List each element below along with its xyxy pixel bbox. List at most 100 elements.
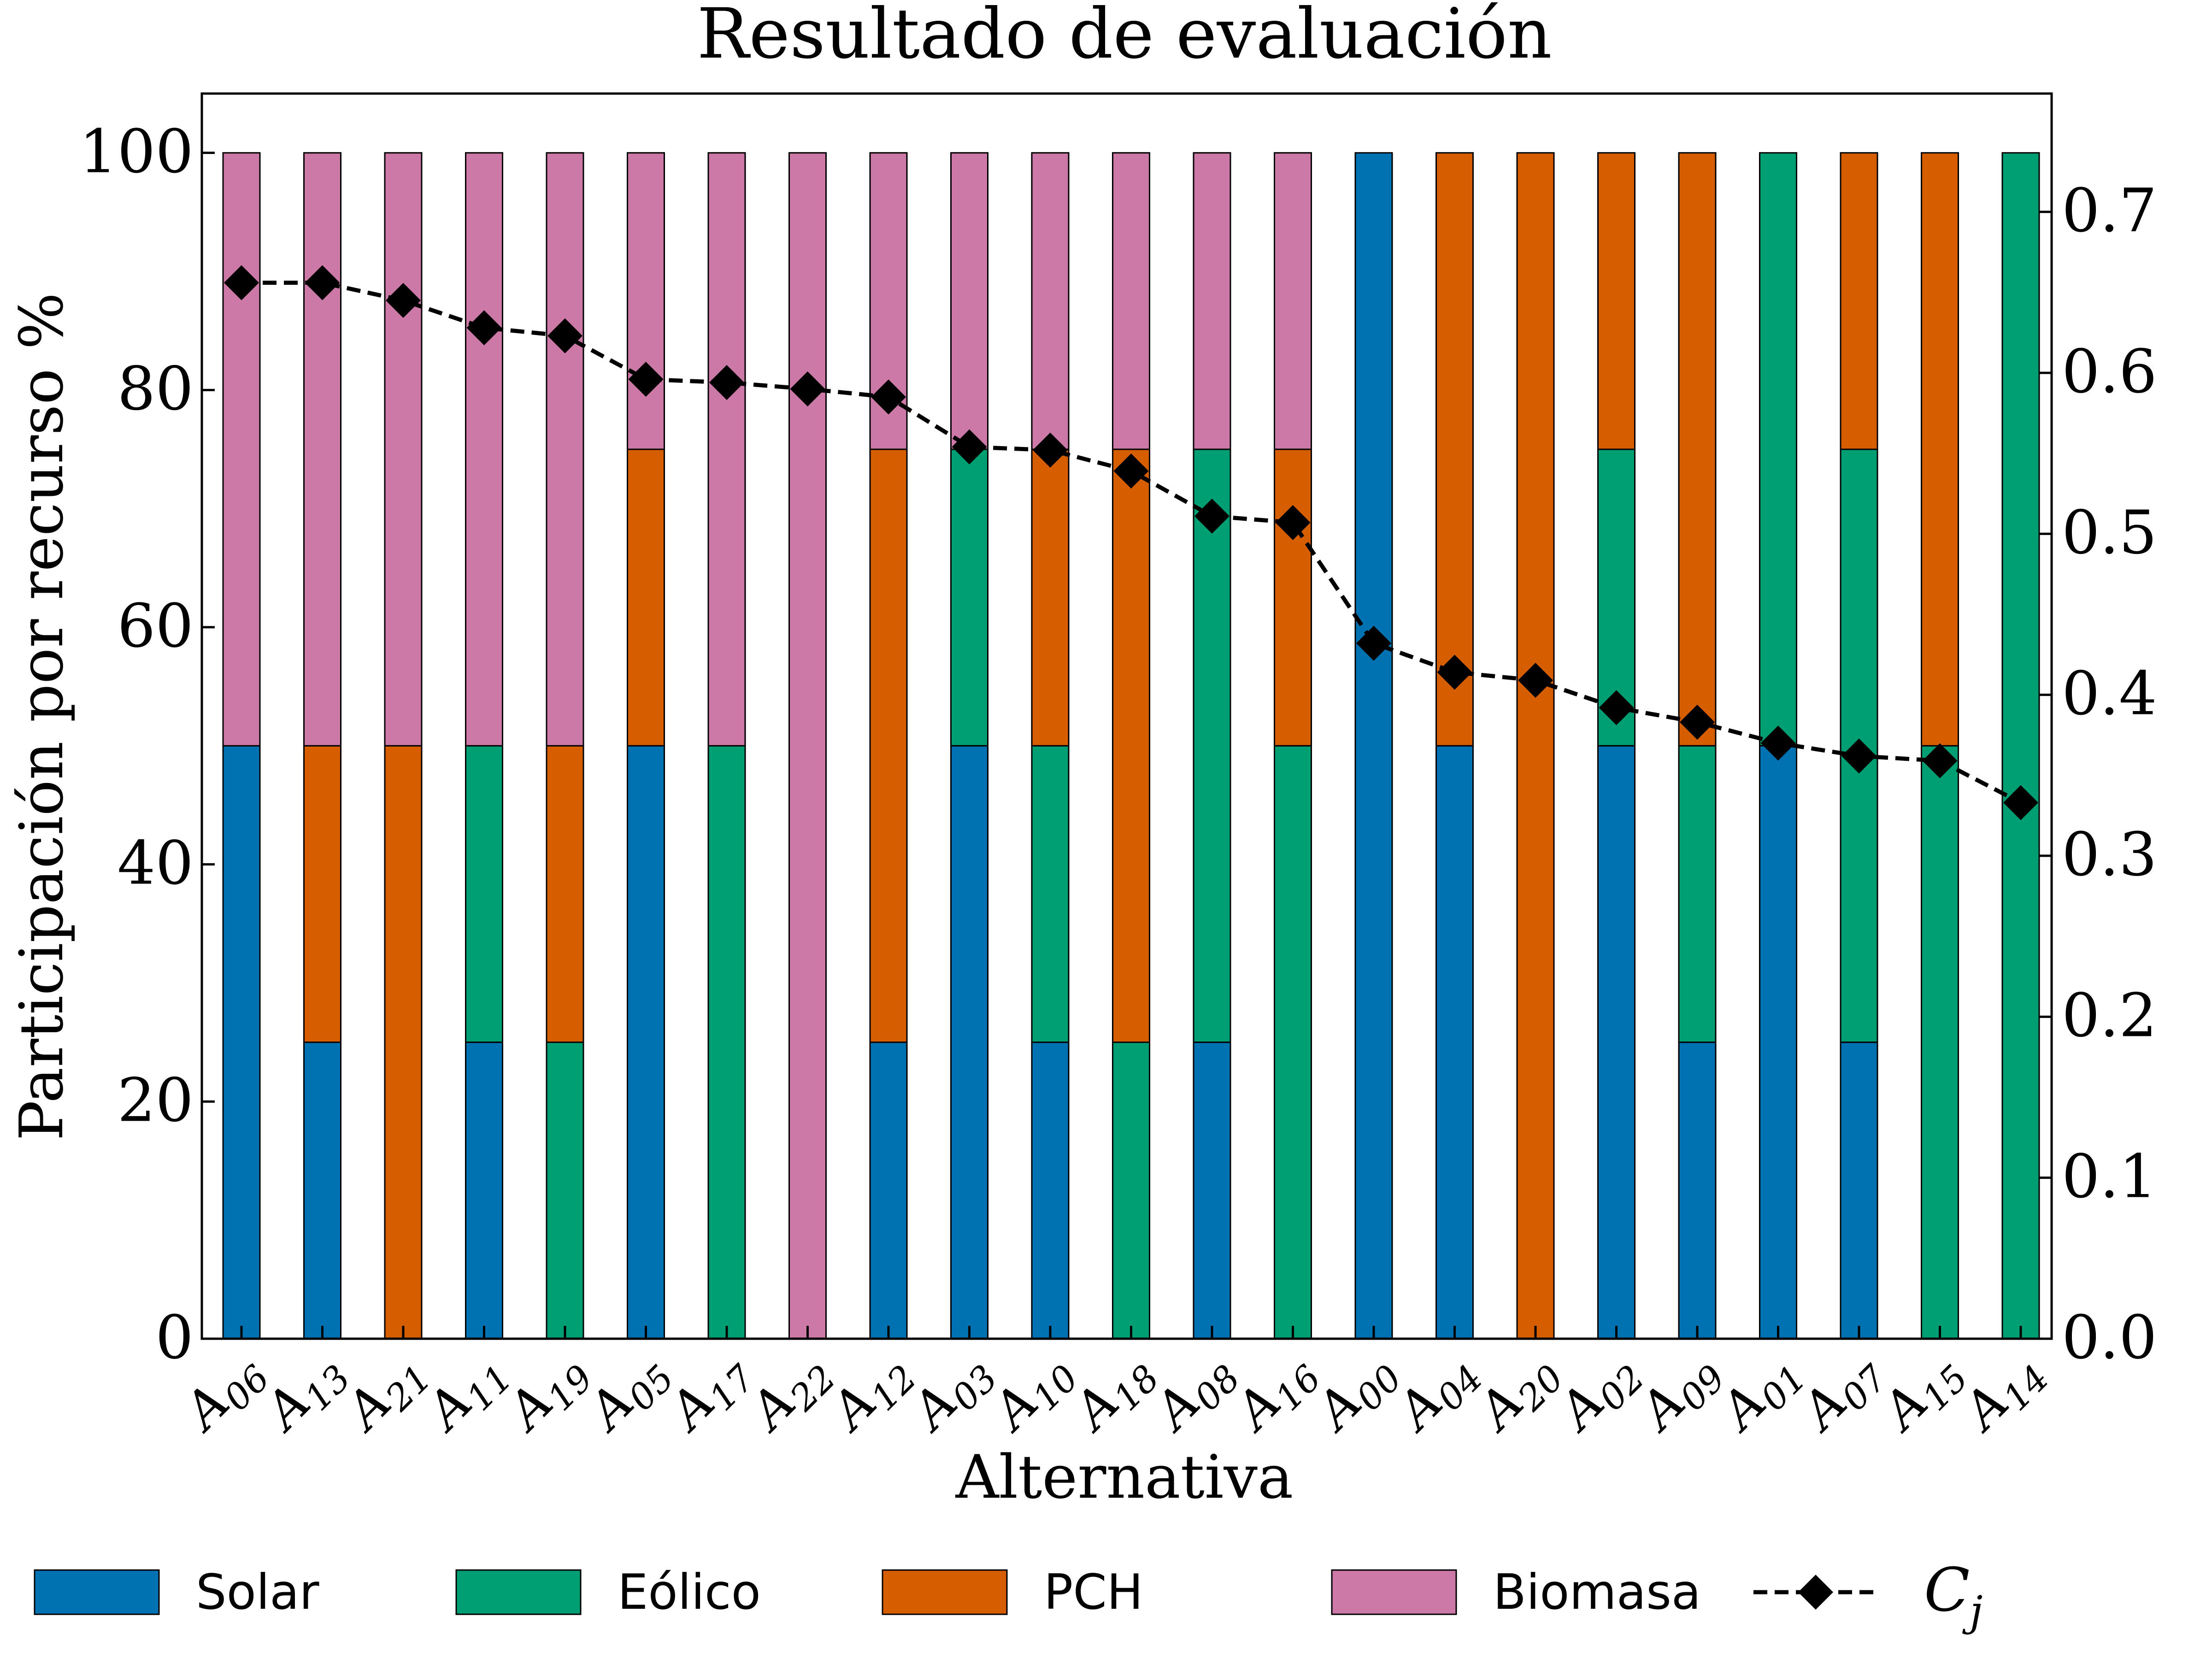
bar-segment-elico-20 (1840, 448, 1878, 1043)
cj-point-13 (1275, 505, 1311, 540)
y2-tick-label: 0.6 (2062, 336, 2157, 406)
bar-segment-biomasa-3 (465, 152, 503, 747)
cj-point-19 (1760, 725, 1796, 761)
bar-segment-elico-3 (465, 745, 503, 1043)
cj-point-12 (1194, 498, 1230, 534)
y2-tick-label: 0.2 (2062, 980, 2157, 1050)
bar-segment-solar-20 (1840, 1041, 1878, 1340)
bar-segment-elico-22 (2001, 152, 2040, 1340)
bar-segment-solar-0 (222, 745, 261, 1340)
legend-label: PCH (1044, 1564, 1143, 1620)
cj-point-15 (1437, 654, 1472, 690)
bar-segment-pch-15 (1435, 152, 1474, 747)
cj-point-20 (1841, 738, 1877, 774)
bar-segment-biomasa-11 (1112, 152, 1150, 450)
y-tick-label: 80 (118, 353, 194, 424)
bar-segment-solar-3 (465, 1041, 503, 1340)
bar-segment-pch-21 (1921, 152, 1959, 747)
bar-segment-biomasa-2 (384, 152, 423, 747)
cj-point-21 (1922, 743, 1958, 778)
cj-point-9 (952, 429, 987, 465)
bar-segment-solar-10 (1031, 1041, 1070, 1340)
bar-segment-pch-13 (1274, 448, 1312, 747)
cj-point-22 (2003, 785, 2038, 820)
bar-segment-biomasa-9 (950, 152, 988, 450)
chart-title: Resultado de evaluación (697, 0, 1552, 74)
cj-point-4 (547, 318, 582, 353)
bar-segment-biomasa-6 (707, 152, 746, 747)
cj-point-14 (1356, 625, 1391, 661)
bar-segment-elico-9 (950, 448, 988, 747)
bar-segment-pch-17 (1597, 152, 1635, 450)
legend-label: Biomasa (1493, 1564, 1701, 1620)
bar-segment-pch-11 (1112, 448, 1150, 1043)
bar-segment-elico-18 (1678, 745, 1717, 1043)
bar-segment-biomasa-5 (627, 152, 665, 450)
bar-segment-pch-2 (384, 745, 423, 1340)
plot-frame (200, 92, 2053, 1340)
bar-segment-biomasa-7 (788, 152, 827, 1340)
y2-tick-label: 0.0 (2062, 1302, 2157, 1372)
bar-segment-solar-9 (950, 745, 988, 1340)
legend-label: Solar (196, 1564, 319, 1620)
bar-segment-elico-12 (1193, 448, 1231, 1043)
cj-point-3 (466, 310, 502, 346)
cj-point-2 (386, 282, 421, 318)
bar-segment-solar-18 (1678, 1041, 1717, 1340)
bar-segment-pch-18 (1678, 152, 1717, 747)
legend-swatch-biomasa (1331, 1569, 1457, 1615)
y2-tick-label: 0.7 (2062, 176, 2157, 246)
cj-point-8 (871, 379, 906, 415)
legend-swatch-solar (34, 1569, 160, 1615)
bar-segment-biomasa-13 (1274, 152, 1312, 450)
cj-point-6 (709, 365, 744, 400)
legend-swatch-pch (882, 1569, 1008, 1615)
y-tick-label: 100 (79, 117, 194, 187)
bar-segment-elico-21 (1921, 745, 1959, 1340)
bar-segment-pch-20 (1840, 152, 1878, 450)
bar-segment-solar-17 (1597, 745, 1635, 1340)
bar-segment-solar-19 (1759, 745, 1797, 1340)
y-tick-label: 60 (118, 591, 194, 661)
cj-point-7 (790, 371, 825, 407)
bar-segment-solar-15 (1435, 745, 1474, 1340)
y-tick-label: 0 (155, 1302, 194, 1372)
bar-segment-biomasa-1 (303, 152, 341, 747)
y-tick-label: 20 (118, 1065, 194, 1135)
cj-point-11 (1113, 453, 1149, 489)
bar-segment-elico-6 (707, 745, 746, 1340)
cj-point-17 (1599, 690, 1634, 725)
bar-segment-solar-5 (627, 745, 665, 1340)
bar-segment-pch-8 (869, 448, 908, 1043)
bar-segment-pch-5 (627, 448, 665, 747)
legend-cj-marker (1798, 1575, 1833, 1610)
bar-segment-biomasa-4 (546, 152, 584, 747)
cj-point-16 (1518, 663, 1553, 698)
bar-segment-elico-19 (1759, 152, 1797, 747)
cj-point-1 (305, 265, 340, 300)
bar-segment-elico-13 (1274, 745, 1312, 1340)
cj-point-18 (1680, 705, 1715, 740)
bar-segment-pch-4 (546, 745, 584, 1043)
bar-segment-solar-14 (1354, 152, 1393, 1340)
bar-segment-pch-1 (303, 745, 341, 1043)
y-axis-label: Participación por recurso % (6, 293, 76, 1141)
bar-segment-biomasa-12 (1193, 152, 1231, 450)
bar-segment-solar-8 (869, 1041, 908, 1340)
cj-point-0 (224, 265, 259, 300)
x-axis-label: Alternativa (955, 1442, 1294, 1512)
y2-tick-label: 0.4 (2062, 659, 2157, 729)
bars-layer (222, 152, 2040, 1340)
y2-tick-label: 0.1 (2062, 1141, 2157, 1212)
bar-segment-elico-10 (1031, 745, 1070, 1043)
bar-segment-biomasa-10 (1031, 152, 1070, 450)
bar-segment-solar-12 (1193, 1041, 1231, 1340)
cj-point-10 (1033, 432, 1068, 468)
legend-label: Eólico (618, 1564, 761, 1620)
y2-tick-label: 0.5 (2062, 497, 2157, 567)
bar-segment-solar-1 (303, 1041, 341, 1340)
y2-tick-label: 0.3 (2062, 819, 2157, 889)
legend-swatch-elico (455, 1569, 582, 1615)
y-tick-label: 40 (118, 828, 194, 898)
bar-segment-elico-4 (546, 1041, 584, 1340)
